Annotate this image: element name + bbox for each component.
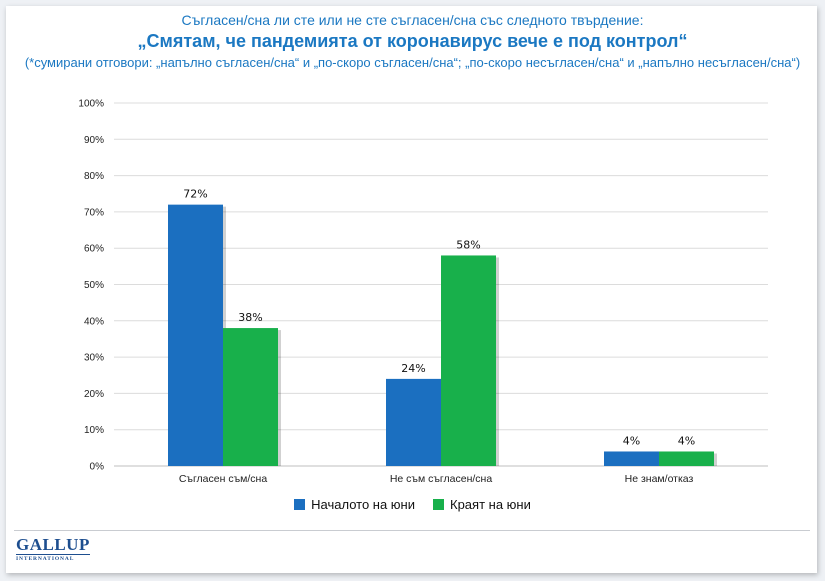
- x-tick-label: Не съм съгласен/сна: [390, 473, 493, 485]
- y-tick-label: 70%: [84, 207, 104, 218]
- y-tick-label: 50%: [84, 280, 104, 291]
- legend-label-series-1: Началото на юни: [311, 497, 415, 512]
- legend-swatch-series-1: [294, 499, 306, 510]
- y-tick-label: 60%: [84, 244, 104, 255]
- data-label: 58%: [456, 238, 480, 251]
- y-tick-label: 40%: [84, 316, 104, 327]
- data-label: 38%: [238, 311, 262, 324]
- legend-label-series-2: Краят на юни: [450, 497, 531, 512]
- y-tick-label: 90%: [84, 135, 104, 146]
- logo-main-text: GALLUP: [16, 535, 90, 554]
- bar: [386, 378, 441, 466]
- logo-sub-text: INTERNATIONAL: [16, 554, 90, 562]
- gallup-logo: GALLUP INTERNATIONAL: [16, 536, 90, 562]
- footer-divider: [14, 530, 810, 531]
- legend-swatch-series-2: [433, 499, 444, 510]
- y-tick-label: 100%: [78, 99, 104, 110]
- chart-subtitle: (*сумирани отговори: „напълно съгласен/с…: [24, 55, 801, 70]
- bar: [604, 451, 659, 466]
- x-tick-label: Съгласен съм/сна: [179, 473, 268, 485]
- bar: [168, 204, 223, 466]
- y-tick-label: 0%: [90, 462, 105, 473]
- y-tick-label: 30%: [84, 353, 104, 364]
- legend-item-series-2: Краят на юни: [433, 497, 531, 512]
- chart-card: [6, 6, 817, 573]
- question-text: Съгласен/сна ли сте или не сте съгласен/…: [181, 12, 644, 28]
- data-label: 72%: [183, 188, 207, 201]
- y-tick-label: 10%: [84, 425, 104, 436]
- data-label: 4%: [678, 434, 695, 447]
- data-label: 4%: [623, 434, 640, 447]
- bar: [659, 451, 714, 466]
- legend-item-series-1: Началото на юни: [294, 497, 415, 512]
- bar: [223, 328, 278, 466]
- data-label: 24%: [401, 362, 425, 375]
- x-tick-label: Не знам/отказ: [625, 473, 694, 485]
- chart-title: „Смятам, че пандемията от коронавирус ве…: [137, 31, 688, 51]
- bar: [441, 255, 496, 466]
- legend: Началото на юни Краят на юни: [0, 497, 825, 512]
- y-tick-label: 20%: [84, 389, 104, 400]
- y-tick-label: 80%: [84, 171, 104, 182]
